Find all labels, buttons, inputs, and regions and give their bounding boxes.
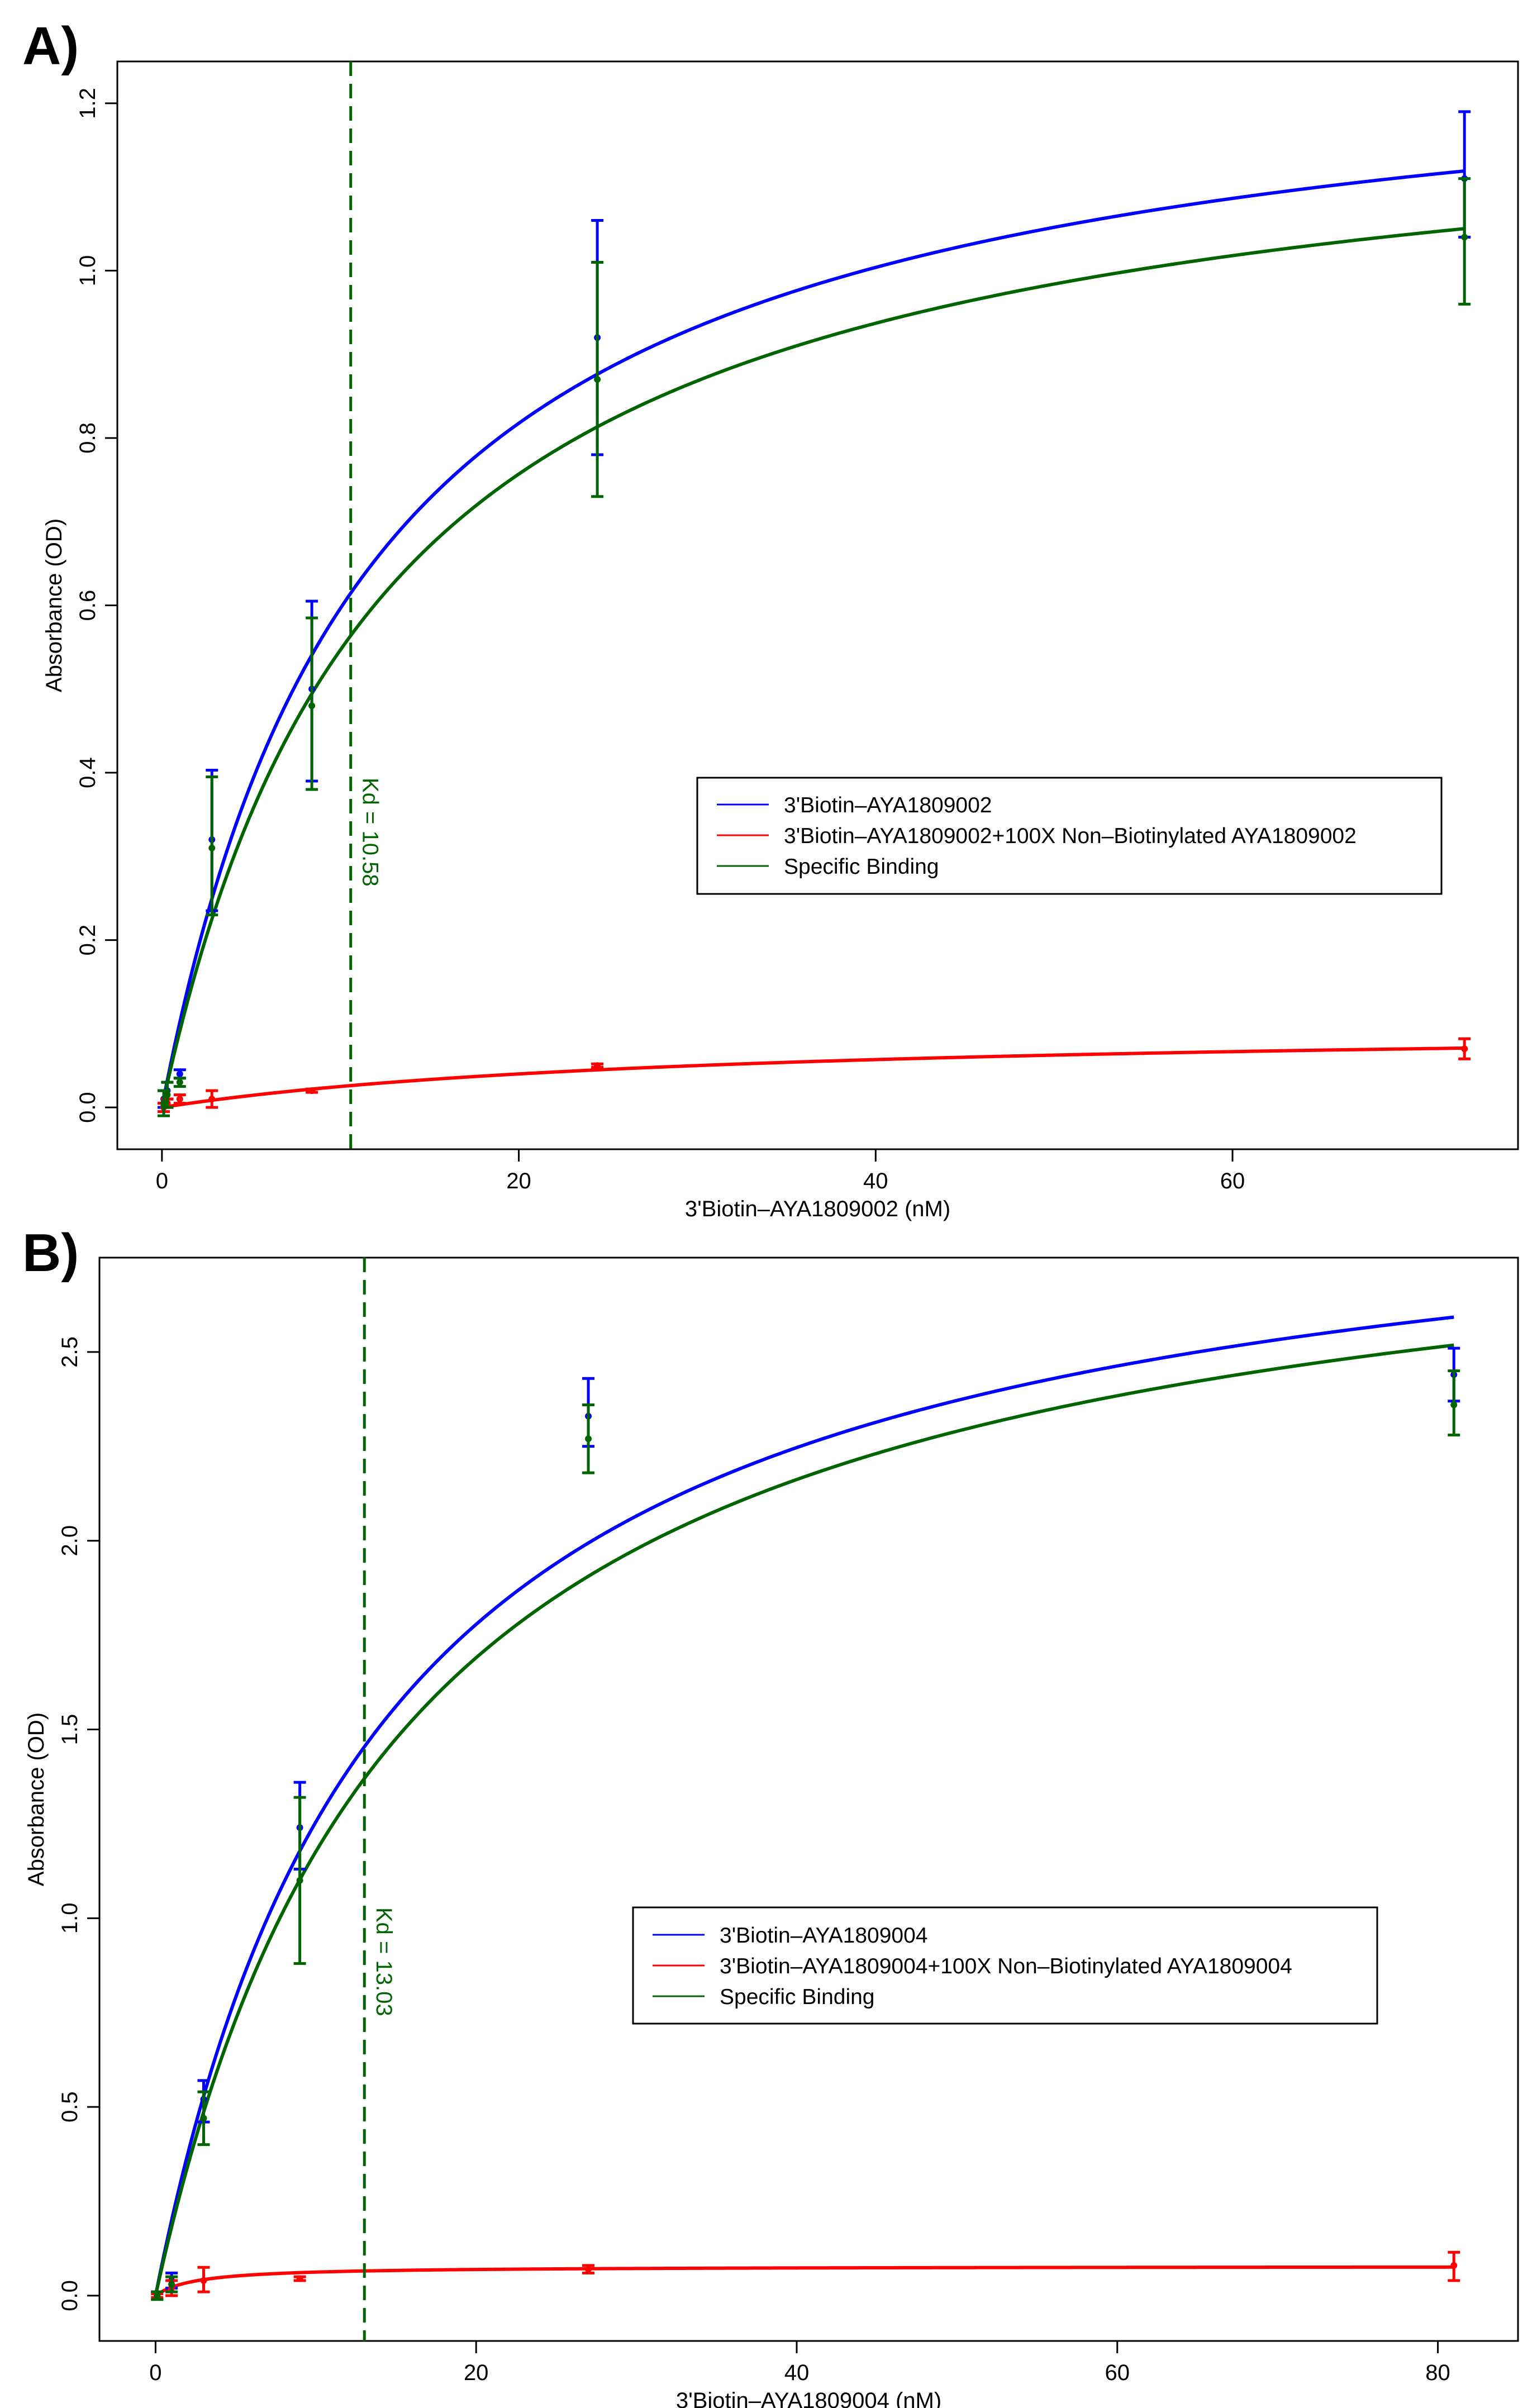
y-tick-label: 1.0 — [75, 255, 100, 287]
x-tick-label: 60 — [1220, 1169, 1245, 1193]
legend-label-series-1: 3'Biotin–AYA1809002 — [784, 793, 992, 817]
chart-panel-2: B)0 20 40 60 803'Biotin–AYA1809004 (nM)0.00.… — [22, 1223, 1519, 2408]
fit-curve-series-2 — [161, 1046, 1465, 1110]
y-tick-label: 0.6 — [75, 590, 100, 621]
legend-box — [696, 777, 1443, 895]
data-point-series-2 — [296, 2275, 303, 2282]
data-point-series-3 — [176, 1079, 183, 1086]
data-point-series-3 — [200, 2115, 207, 2122]
data-point-series-2 — [594, 1062, 601, 1069]
legend-label-series-2: 3'Biotin–AYA1809002+100X Non–Biotinylate… — [784, 824, 1357, 848]
data-point-series-3 — [296, 1877, 303, 1884]
legend: 3'Biotin–AYA1809002 3'Biotin–AYA1809002+1… — [696, 777, 1443, 895]
data-point-series-2 — [176, 1096, 183, 1103]
x-tick-label: 80 — [1425, 2361, 1450, 2385]
data-point-series-3 — [1450, 1401, 1458, 1408]
data-point-series-2 — [308, 1087, 316, 1094]
panel-label: A) — [22, 16, 79, 76]
fit-curves — [160, 169, 1465, 1110]
fit-curve-series-3 — [160, 227, 1465, 1108]
kd-label: Kd = 10.58 — [358, 778, 383, 887]
fit-curve-series-1 — [154, 1315, 1454, 2296]
x-axis: 0 20 40 60 80 3'Biotin–AYA1809004 (nM) — [149, 2341, 1450, 2408]
data-point-series-1 — [176, 1070, 183, 1078]
panel-label: B) — [22, 1223, 79, 1283]
legend-label-series-3: Specific Binding — [720, 1985, 875, 2009]
x-tick-label: 40 — [863, 1169, 888, 1193]
data-point-series-3 — [594, 376, 601, 383]
x-axis: 0 20 40 60 3'Biotin–AYA1809002 (nM) — [156, 1149, 1245, 1221]
y-tick-label: 0.4 — [75, 757, 100, 788]
data-point-series-2 — [208, 1096, 216, 1103]
chart-panel-1: A)0 20 40 603'Biotin–AYA1809002 (nM)0.00.20… — [22, 16, 1519, 1221]
fit-curves — [154, 1315, 1454, 2297]
fit-curve-series-1 — [160, 169, 1465, 1108]
data-point-series-2 — [200, 2277, 207, 2284]
y-tick-label: 0.2 — [75, 925, 100, 956]
legend-label-series-1: 3'Biotin–AYA1809004 — [720, 1924, 927, 1948]
y-tick-label: 2.5 — [58, 1336, 82, 1368]
fit-curve-series-3 — [154, 1343, 1454, 2296]
x-tick-label: 0 — [149, 2361, 161, 2385]
legend: 3'Biotin–AYA1809004 3'Biotin–AYA1809004+1… — [632, 1906, 1378, 2025]
data-points — [158, 110, 1471, 1117]
x-tick-label: 20 — [506, 1169, 531, 1193]
data-point-series-2 — [585, 2266, 592, 2273]
y-axis: 0.0 0.5 1.0 1.5 2.0 2.5 Absorbance (OD) — [24, 1336, 99, 2311]
y-axis-label: Absorbance (OD) — [42, 518, 66, 692]
data-point-series-3 — [160, 1100, 168, 1107]
y-tick-label: 0.0 — [58, 2280, 82, 2311]
y-tick-label: 2.0 — [58, 1525, 82, 1557]
y-tick-label: 1.0 — [58, 1903, 82, 1934]
y-tick-label: 1.2 — [75, 88, 100, 119]
data-point-series-2 — [1450, 2262, 1458, 2269]
legend-box — [632, 1906, 1378, 2025]
data-point-series-3 — [164, 1091, 171, 1098]
y-tick-label: 1.5 — [58, 1714, 82, 1745]
data-point-series-3 — [208, 844, 216, 851]
data-point-series-3 — [308, 702, 316, 710]
y-tick-label: 0.0 — [75, 1092, 100, 1123]
legend-label-series-2: 3'Biotin–AYA1809004+100X Non–Biotinylate… — [720, 1954, 1292, 1978]
legend-label-series-3: Specific Binding — [784, 855, 939, 879]
y-axis: 0.0 0.2 0.4 0.6 0.8 1.0 1.2 Absorbance (OD) — [42, 88, 117, 1123]
x-axis-label: 3'Biotin–AYA1809004 (nM) — [676, 2388, 941, 2408]
data-point-series-3 — [585, 1435, 592, 1443]
x-tick-label: 60 — [1105, 2361, 1130, 2385]
x-axis-label: 3'Biotin–AYA1809002 (nM) — [685, 1197, 950, 1221]
data-point-series-3 — [168, 2281, 175, 2288]
plot-frame — [98, 1257, 1519, 2342]
kd-label: Kd = 13.03 — [372, 1907, 396, 2016]
data-points — [151, 1346, 1460, 2301]
data-point-series-3 — [1461, 234, 1468, 241]
fit-curve-series-2 — [154, 2265, 1454, 2297]
data-point-series-3 — [154, 2292, 161, 2299]
y-axis-label: Absorbance (OD) — [24, 1712, 49, 1886]
x-tick-label: 0 — [156, 1169, 168, 1193]
x-tick-label: 40 — [784, 2361, 810, 2385]
y-tick-label: 0.5 — [58, 2091, 82, 2123]
x-tick-label: 20 — [464, 2361, 489, 2385]
data-point-series-2 — [1461, 1045, 1468, 1053]
chart-root: A)0 20 40 603'Biotin–AYA1809002 (nM)0.00.20… — [22, 16, 1519, 2408]
y-tick-label: 0.8 — [75, 422, 100, 454]
